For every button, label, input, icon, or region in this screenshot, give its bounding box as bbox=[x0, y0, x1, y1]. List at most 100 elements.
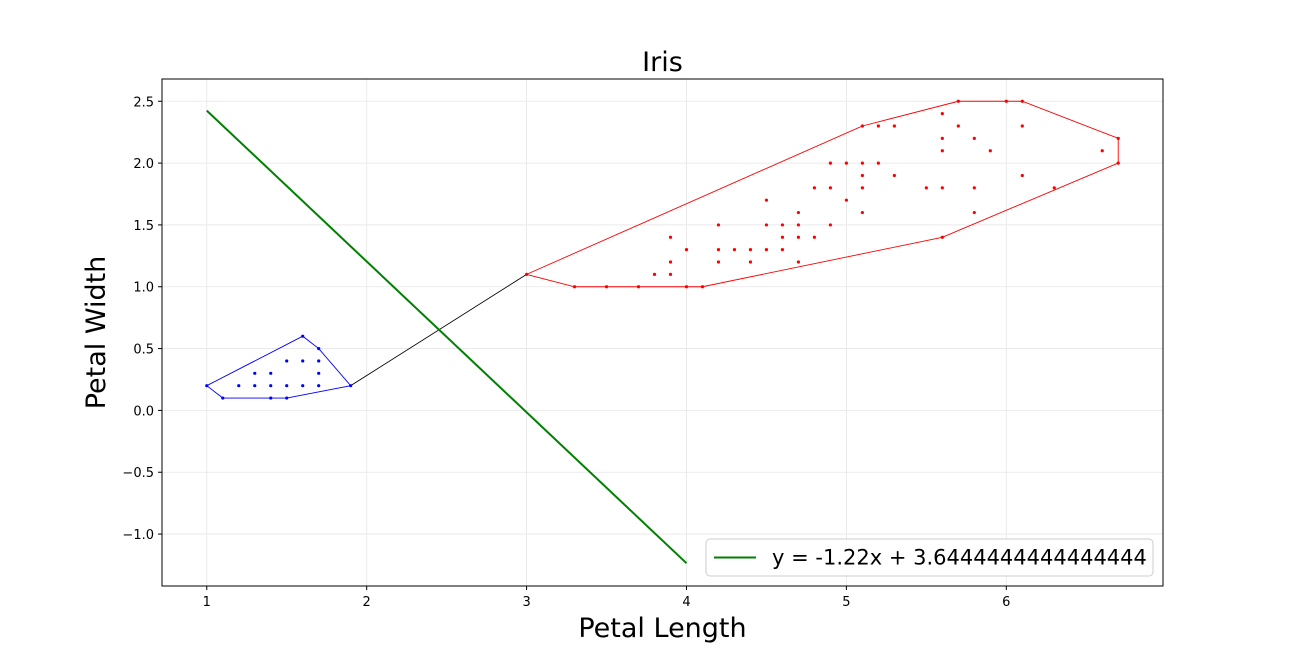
data-point bbox=[684, 248, 689, 252]
data-point bbox=[301, 359, 305, 363]
data-point bbox=[732, 248, 737, 252]
data-point bbox=[844, 161, 848, 165]
data-point bbox=[253, 384, 257, 388]
data-point bbox=[988, 149, 992, 153]
data-point bbox=[764, 198, 769, 202]
data-point bbox=[764, 248, 769, 252]
data-point bbox=[828, 186, 832, 190]
data-point bbox=[828, 161, 832, 165]
data-point bbox=[301, 384, 305, 388]
data-point bbox=[700, 285, 705, 289]
data-point bbox=[668, 272, 673, 276]
data-point bbox=[285, 384, 289, 388]
data-point bbox=[860, 210, 864, 215]
data-point bbox=[668, 260, 673, 264]
data-point bbox=[828, 223, 832, 227]
data-point bbox=[1116, 136, 1120, 140]
data-point bbox=[1020, 173, 1024, 178]
data-point bbox=[956, 124, 960, 128]
data-point bbox=[269, 396, 273, 400]
data-point bbox=[1020, 124, 1024, 128]
data-point bbox=[940, 112, 944, 116]
data-point bbox=[812, 186, 817, 190]
y-tick-label: 2.0 bbox=[133, 157, 154, 172]
data-point bbox=[524, 272, 529, 276]
plot-frame bbox=[161, 78, 1164, 587]
data-point bbox=[940, 149, 944, 153]
data-point bbox=[764, 223, 769, 227]
data-point bbox=[780, 248, 785, 252]
y-tick-label: 0.5 bbox=[133, 343, 154, 358]
data-point bbox=[317, 359, 321, 363]
data-point bbox=[860, 161, 864, 165]
x-tick-label: 1 bbox=[203, 595, 211, 610]
data-point bbox=[860, 173, 864, 178]
data-point bbox=[956, 99, 960, 103]
data-point bbox=[349, 384, 353, 388]
data-point bbox=[796, 260, 801, 264]
regression-line bbox=[206, 109, 688, 564]
x-tick-label: 3 bbox=[522, 595, 530, 610]
axis-ticks: 1 2 3 4 5 6 −1.0 −0.5 0.0 0.5 1.0 1.5 2.0 2.5 bbox=[122, 95, 1010, 610]
data-point bbox=[924, 186, 928, 190]
data-point bbox=[796, 210, 801, 215]
data-point bbox=[812, 235, 817, 239]
data-point bbox=[317, 384, 321, 388]
data-point bbox=[892, 173, 896, 178]
scatter-points bbox=[205, 99, 1120, 400]
data-point bbox=[716, 248, 721, 252]
data-point bbox=[972, 136, 976, 140]
data-point bbox=[668, 235, 673, 239]
y-tick-label: 2.5 bbox=[133, 95, 154, 110]
y-tick-label: 1.0 bbox=[133, 281, 154, 296]
data-point bbox=[940, 186, 944, 190]
data-point bbox=[285, 359, 289, 363]
data-point bbox=[317, 346, 321, 351]
data-point bbox=[317, 371, 321, 375]
data-point bbox=[684, 285, 689, 289]
x-tick-label: 5 bbox=[842, 595, 850, 610]
data-point bbox=[892, 124, 896, 128]
data-point bbox=[1020, 99, 1024, 103]
data-point bbox=[253, 371, 257, 375]
data-point bbox=[972, 186, 976, 190]
x-tick-label: 6 bbox=[1002, 595, 1010, 610]
data-point bbox=[876, 124, 880, 128]
y-tick-label: −0.5 bbox=[122, 466, 154, 481]
y-axis-label: Petal Width bbox=[81, 256, 112, 410]
data-point bbox=[860, 124, 864, 128]
data-point bbox=[972, 210, 976, 215]
data-point bbox=[205, 384, 209, 388]
data-point bbox=[780, 223, 785, 227]
data-point bbox=[860, 186, 864, 190]
data-point bbox=[269, 371, 273, 375]
data-point bbox=[780, 235, 785, 239]
data-point bbox=[604, 285, 609, 289]
legend: y = -1.22x + 3.6444444444444444 bbox=[705, 538, 1154, 577]
data-point bbox=[1052, 186, 1056, 190]
data-point bbox=[844, 198, 848, 202]
x-axis-label: Petal Length bbox=[578, 613, 746, 644]
data-point bbox=[652, 272, 657, 276]
y-tick-label: −1.0 bbox=[122, 528, 154, 543]
data-point bbox=[940, 235, 944, 239]
data-point bbox=[1004, 99, 1008, 103]
data-point bbox=[796, 235, 801, 239]
data-point bbox=[237, 384, 241, 388]
data-point bbox=[716, 223, 721, 227]
data-point bbox=[876, 161, 880, 165]
data-point bbox=[636, 285, 641, 289]
x-tick-label: 2 bbox=[363, 595, 371, 610]
data-point bbox=[572, 285, 577, 289]
data-point bbox=[1100, 149, 1104, 153]
data-point bbox=[285, 396, 289, 400]
data-point bbox=[748, 260, 753, 264]
data-point bbox=[748, 248, 753, 252]
data-point bbox=[796, 223, 801, 227]
data-point bbox=[269, 384, 273, 388]
data-point bbox=[716, 260, 721, 264]
y-tick-label: 1.5 bbox=[133, 219, 154, 234]
data-point bbox=[1116, 161, 1120, 165]
legend-box bbox=[705, 538, 1154, 577]
